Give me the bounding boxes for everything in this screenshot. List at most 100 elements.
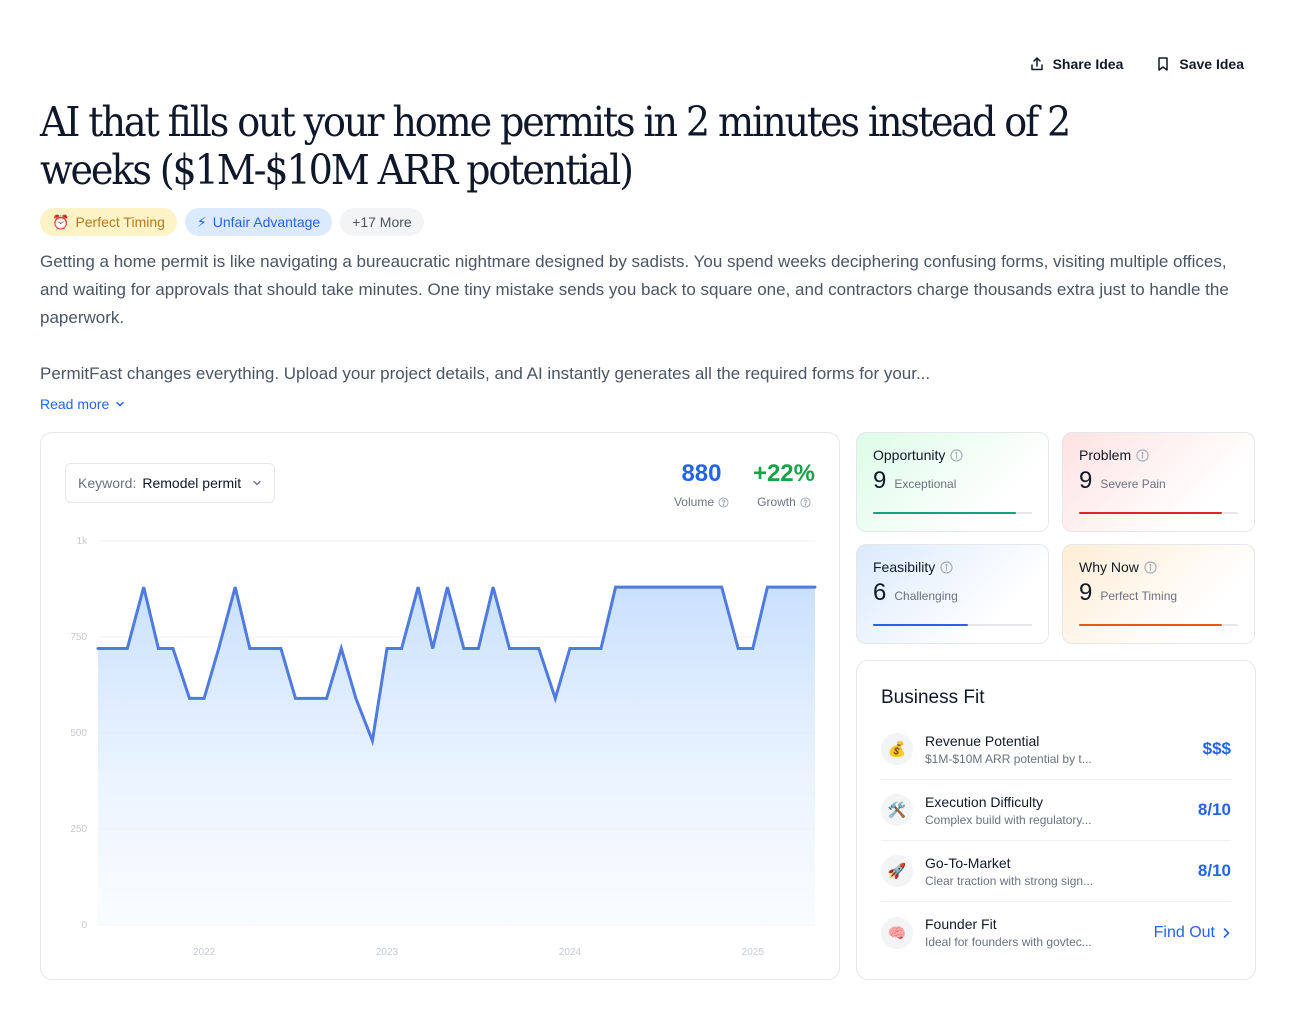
business-fit-text: Founder Fit Ideal for founders with govt… bbox=[925, 916, 1154, 949]
page-title: AI that fills out your home permits in 2… bbox=[40, 98, 1071, 194]
tag-unfair-advantage[interactable]: ⚡ Unfair Advantage bbox=[184, 208, 333, 236]
bookmark-icon bbox=[1158, 57, 1169, 71]
score-title: Why Now bbox=[1079, 559, 1139, 575]
tag-more-button[interactable]: +17 More bbox=[340, 208, 424, 236]
tag-list: ⏰ Perfect Timing ⚡ Unfair Advantage +17 … bbox=[40, 208, 424, 236]
score-title-row: Problem bbox=[1079, 447, 1238, 463]
volume-metric: 880 Volume bbox=[674, 459, 729, 509]
business-fit-row-gtm[interactable]: 🚀 Go-To-Market Clear traction with stron… bbox=[881, 841, 1231, 902]
y-tick-label: 250 bbox=[70, 824, 87, 835]
chevron-down-icon bbox=[253, 480, 261, 486]
keyword-value: Remodel permit bbox=[142, 475, 242, 491]
score-bar bbox=[1079, 624, 1238, 626]
score-title-row: Why Now bbox=[1079, 559, 1238, 575]
info-icon[interactable] bbox=[1144, 560, 1157, 574]
find-out-link[interactable]: Find Out bbox=[1154, 924, 1231, 942]
business-fit-sub: Clear traction with strong sign... bbox=[925, 873, 1094, 888]
tag-perfect-timing[interactable]: ⏰ Perfect Timing bbox=[40, 208, 177, 236]
score-bar-fill bbox=[1079, 512, 1223, 514]
score-bar bbox=[873, 624, 1032, 626]
share-idea-label: Share Idea bbox=[1052, 56, 1124, 72]
read-more-label: Read more bbox=[40, 396, 110, 412]
business-fit-text: Revenue Potential $1M-$10M ARR potential… bbox=[925, 733, 1191, 766]
find-out-label: Find Out bbox=[1153, 923, 1215, 941]
opportunity-score-card[interactable]: Opportunity 9 Exceptional bbox=[856, 432, 1049, 532]
share-idea-button[interactable]: Share Idea bbox=[1029, 56, 1124, 72]
score-title: Opportunity bbox=[873, 447, 946, 463]
keyword-select[interactable]: Keyword: Remodel permit bbox=[65, 463, 275, 503]
business-fit-text: Execution Difficulty Complex build with … bbox=[925, 794, 1186, 827]
business-fit-value: $$$ bbox=[1202, 739, 1231, 758]
score-value: 9 bbox=[1079, 467, 1093, 494]
chevron-right-icon bbox=[1223, 927, 1230, 938]
business-fit-value: 8/10 bbox=[1197, 861, 1231, 880]
business-fit-card: Business Fit 💰 Revenue Potential $1M-$10… bbox=[856, 660, 1256, 980]
keyword-label: Keyword: bbox=[78, 475, 137, 491]
brain-icon: 🧠 bbox=[881, 916, 913, 949]
volume-value: 880 bbox=[681, 460, 722, 487]
trend-chart-card: Keyword: Remodel permit 880 Volume +22% … bbox=[40, 432, 840, 980]
help-icon[interactable] bbox=[800, 496, 811, 508]
score-row: 9 Exceptional bbox=[873, 467, 1032, 495]
score-row: 9 Perfect Timing bbox=[1079, 579, 1238, 607]
tag-label: +17 More bbox=[352, 214, 412, 230]
y-tick-label: 1k bbox=[76, 536, 88, 547]
top-actions: Share Idea Save Idea bbox=[1029, 56, 1244, 72]
why-now-score-card[interactable]: Why Now 9 Perfect Timing bbox=[1062, 544, 1255, 644]
score-bar-fill bbox=[873, 512, 1017, 514]
score-value: 9 bbox=[1079, 579, 1093, 606]
business-fit-sub: $1M-$10M ARR potential by t... bbox=[925, 751, 1092, 766]
score-row: 9 Severe Pain bbox=[1079, 467, 1238, 495]
tools-icon: 🛠️ bbox=[881, 794, 913, 826]
money-bag-icon: 💰 bbox=[881, 733, 913, 765]
x-tick-label: 2024 bbox=[559, 947, 582, 958]
y-tick-label: 500 bbox=[70, 728, 87, 739]
business-fit-value: 8/10 bbox=[1197, 800, 1231, 819]
score-value: 6 bbox=[873, 579, 887, 606]
growth-metric: +22% Growth bbox=[753, 459, 815, 509]
feasibility-score-card[interactable]: Feasibility 6 Challenging bbox=[856, 544, 1049, 644]
info-icon[interactable] bbox=[950, 448, 963, 462]
save-idea-button[interactable]: Save Idea bbox=[1155, 56, 1244, 72]
read-more-link[interactable]: Read more bbox=[40, 396, 125, 412]
x-tick-label: 2023 bbox=[376, 947, 399, 958]
business-fit-row-execution[interactable]: 🛠️ Execution Difficulty Complex build wi… bbox=[881, 780, 1231, 841]
business-fit-name: Revenue Potential bbox=[925, 732, 1040, 749]
y-tick-label: 0 bbox=[81, 920, 87, 931]
business-fit-name: Execution Difficulty bbox=[925, 793, 1044, 810]
score-value: 9 bbox=[873, 467, 887, 494]
description-paragraph: Getting a home permit is like navigating… bbox=[40, 252, 1229, 327]
share-icon bbox=[1030, 57, 1043, 71]
business-fit-row-revenue[interactable]: 💰 Revenue Potential $1M-$10M ARR potenti… bbox=[881, 719, 1231, 780]
problem-score-card[interactable]: Problem 9 Severe Pain bbox=[1062, 432, 1255, 532]
score-row: 6 Challenging bbox=[873, 579, 1032, 607]
trend-line bbox=[96, 585, 817, 747]
chevron-down-icon bbox=[116, 401, 125, 407]
score-bar bbox=[873, 512, 1032, 514]
score-title-row: Opportunity bbox=[873, 447, 1032, 463]
info-icon[interactable] bbox=[940, 560, 953, 574]
info-icon[interactable] bbox=[1136, 448, 1149, 462]
growth-value: +22% bbox=[752, 460, 815, 487]
score-title-row: Feasibility bbox=[873, 559, 1032, 575]
score-bar bbox=[1079, 512, 1238, 514]
volume-label-row: Volume bbox=[674, 495, 729, 509]
tag-label: Perfect Timing bbox=[75, 214, 165, 230]
score-label: Exceptional bbox=[894, 477, 957, 491]
description-paragraph: PermitFast changes everything. Upload yo… bbox=[40, 364, 931, 383]
business-fit-name: Go-To-Market bbox=[925, 854, 1011, 871]
x-tick-label: 2025 bbox=[742, 947, 765, 958]
trend-area-chart: 0 250 500 750 1k 2022 2023 2024 2025 bbox=[70, 536, 817, 958]
score-title: Feasibility bbox=[873, 559, 936, 575]
score-bar-fill bbox=[873, 624, 969, 626]
score-bar-fill bbox=[1079, 624, 1223, 626]
alarm-clock-icon: ⏰ bbox=[52, 213, 70, 230]
business-fit-name: Founder Fit bbox=[925, 916, 997, 932]
business-fit-row-founder[interactable]: 🧠 Founder Fit Ideal for founders with go… bbox=[881, 902, 1231, 963]
help-icon[interactable] bbox=[718, 496, 729, 508]
trend-area bbox=[98, 587, 815, 925]
business-fit-title: Business Fit bbox=[881, 687, 985, 708]
score-label: Perfect Timing bbox=[1100, 589, 1178, 603]
score-title: Problem bbox=[1079, 447, 1132, 463]
business-fit-sub: Complex build with regulatory... bbox=[925, 812, 1092, 827]
